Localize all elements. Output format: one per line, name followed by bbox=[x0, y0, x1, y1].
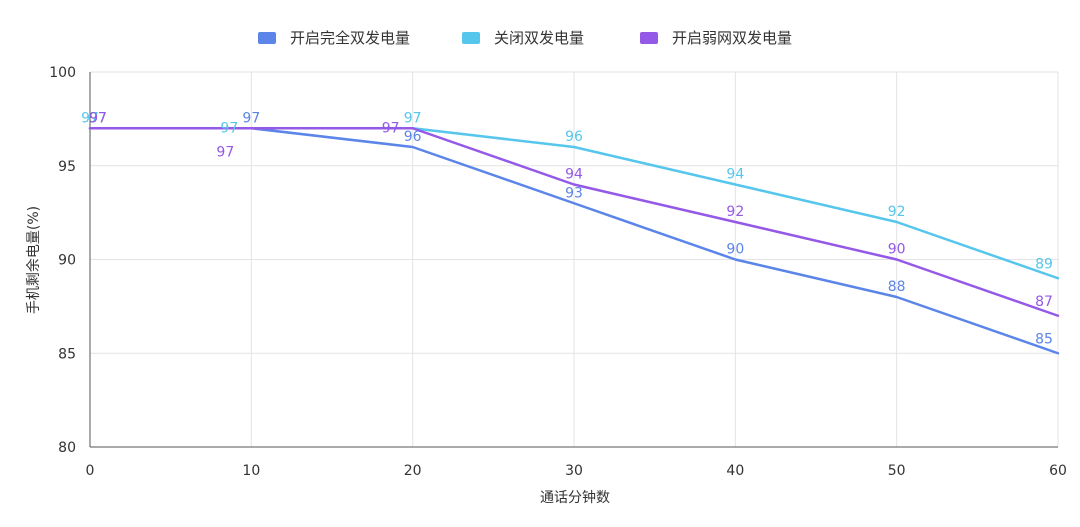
series-line-3 bbox=[88, 127, 1060, 317]
legend-label: 开启完全双发电量 bbox=[290, 29, 410, 47]
data-label: 97 bbox=[89, 110, 107, 126]
x-tick-label: 0 bbox=[86, 463, 95, 479]
y-tick-label: 85 bbox=[58, 346, 76, 362]
data-label: 97 bbox=[89, 110, 107, 126]
grid-layer bbox=[90, 71, 1059, 447]
legend-label: 开启弱网双发电量 bbox=[672, 29, 792, 47]
legend-label: 关闭双发电量 bbox=[494, 29, 584, 47]
data-label: 88 bbox=[888, 279, 906, 295]
data-label: 87 bbox=[1035, 294, 1053, 310]
legend-swatch bbox=[640, 32, 658, 44]
data-label: 97 bbox=[382, 120, 400, 136]
x-tick-label: 60 bbox=[1049, 463, 1067, 479]
data-label: 92 bbox=[888, 204, 906, 220]
x-tick-label: 20 bbox=[404, 463, 422, 479]
data-label: 97 bbox=[220, 120, 238, 136]
data-label: 97 bbox=[81, 110, 99, 126]
series-layer bbox=[88, 127, 1060, 355]
y-tick-label: 90 bbox=[58, 253, 76, 269]
x-tick-label: 50 bbox=[888, 463, 906, 479]
data-label: 97 bbox=[404, 110, 422, 126]
x-tick-label: 10 bbox=[242, 463, 260, 479]
data-label: 94 bbox=[726, 167, 744, 183]
axis-layer: 80 85 90 95 100 0 10 20 30 40 50 60 bbox=[49, 65, 1067, 479]
y-axis-title: 手机剩余电量(%) bbox=[25, 206, 42, 314]
y-tick-label: 95 bbox=[58, 159, 76, 175]
y-tick-label: 80 bbox=[58, 440, 76, 456]
legend-swatch bbox=[462, 32, 480, 44]
y-tick-label: 100 bbox=[49, 65, 76, 81]
legend-swatch bbox=[258, 32, 276, 44]
data-label: 85 bbox=[1035, 331, 1053, 347]
x-axis-title: 通话分钟数 bbox=[540, 489, 610, 506]
data-label: 96 bbox=[404, 129, 422, 145]
data-label: 94 bbox=[565, 167, 583, 183]
data-label: 90 bbox=[726, 242, 744, 258]
data-label: 93 bbox=[565, 185, 583, 201]
x-tick-label: 30 bbox=[565, 463, 583, 479]
data-label: 90 bbox=[888, 242, 906, 258]
x-tick-label: 40 bbox=[726, 463, 744, 479]
legend: 开启完全双发电量 关闭双发电量 开启弱网双发电量 bbox=[258, 29, 792, 47]
data-label: 92 bbox=[726, 204, 744, 220]
data-label-layer: 97 97969390888597979796949289979797949290… bbox=[81, 110, 1053, 347]
data-label: 89 bbox=[1035, 256, 1053, 272]
data-label: 96 bbox=[565, 129, 583, 145]
data-label: 97 bbox=[216, 144, 234, 160]
data-label: 97 bbox=[242, 110, 260, 126]
